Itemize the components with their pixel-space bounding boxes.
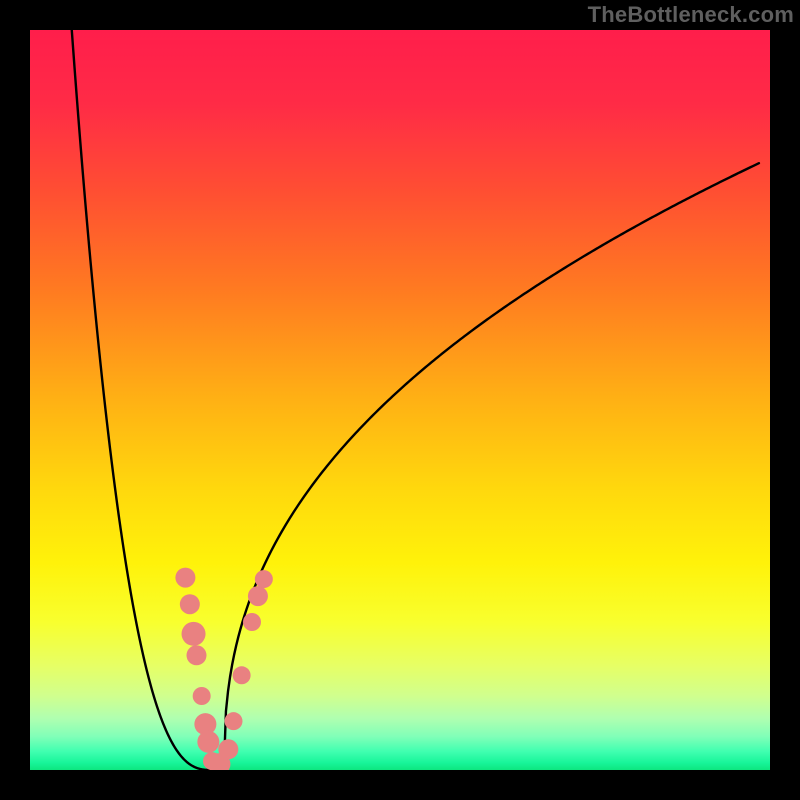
marker-dot [180, 594, 200, 614]
watermark-text: TheBottleneck.com [588, 2, 794, 28]
marker-dot [197, 731, 219, 753]
marker-dot [187, 645, 207, 665]
marker-dot [218, 739, 238, 759]
marker-dot [225, 712, 243, 730]
marker-dot [243, 613, 261, 631]
marker-dot [182, 622, 206, 646]
plot-svg [30, 30, 770, 770]
plot-area [30, 30, 770, 770]
marker-dot [248, 586, 268, 606]
marker-dot [255, 570, 273, 588]
chart-frame: TheBottleneck.com [0, 0, 800, 800]
marker-dot [233, 666, 251, 684]
marker-dot [175, 568, 195, 588]
marker-dot [193, 687, 211, 705]
